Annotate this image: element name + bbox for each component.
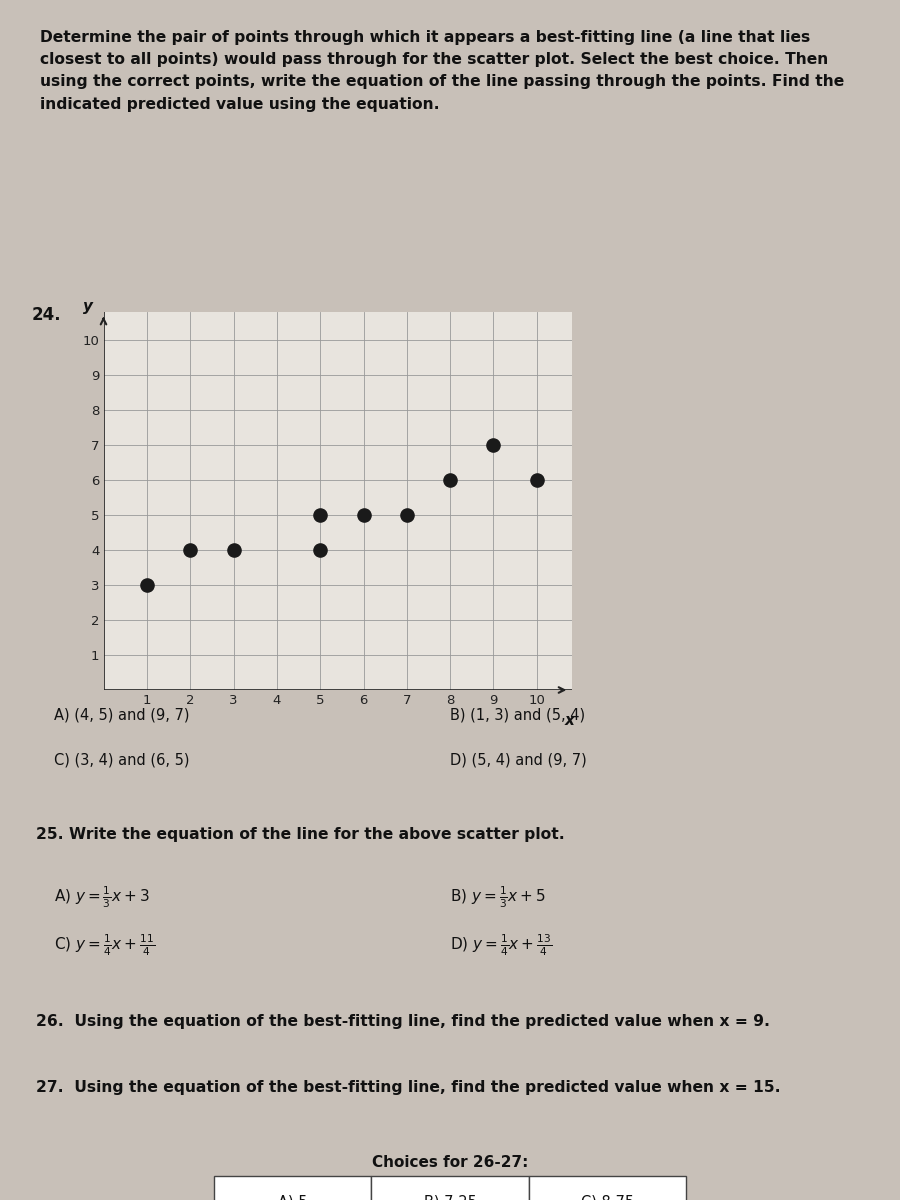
Bar [214,1176,371,1200]
Text: x: x [564,713,574,727]
Point [400,505,414,524]
Point [313,540,328,559]
Text: C) 8.75: C) 8.75 [580,1194,634,1200]
Point [443,470,457,490]
Text: B) 7.25: B) 7.25 [424,1194,476,1200]
Text: y: y [84,299,94,313]
Bar [529,1176,686,1200]
Text: A) 5: A) 5 [278,1194,307,1200]
Point [226,540,240,559]
Bar [372,1176,529,1200]
Point [140,575,154,594]
Point [183,540,197,559]
Text: A) (4, 5) and (9, 7): A) (4, 5) and (9, 7) [54,708,190,722]
Point [486,436,500,455]
Text: B) (1, 3) and (5, 4): B) (1, 3) and (5, 4) [450,708,585,722]
Text: B) $y = \frac{1}{3}x + 5$: B) $y = \frac{1}{3}x + 5$ [450,884,545,910]
Text: 25. Write the equation of the line for the above scatter plot.: 25. Write the equation of the line for t… [36,827,565,842]
Point [529,470,544,490]
Text: C) $y = \frac{1}{4}x + \frac{11}{4}$: C) $y = \frac{1}{4}x + \frac{11}{4}$ [54,932,155,958]
Text: C) (3, 4) and (6, 5): C) (3, 4) and (6, 5) [54,752,190,768]
Text: D) (5, 4) and (9, 7): D) (5, 4) and (9, 7) [450,752,587,768]
Text: Choices for 26-27:: Choices for 26-27: [372,1154,528,1170]
Point [356,505,371,524]
Text: Determine the pair of points through which it appears a best-fitting line (a lin: Determine the pair of points through whi… [40,30,845,112]
Text: 27.  Using the equation of the best-fitting line, find the predicted value when : 27. Using the equation of the best-fitti… [36,1080,780,1096]
Text: D) $y = \frac{1}{4}x + \frac{13}{4}$: D) $y = \frac{1}{4}x + \frac{13}{4}$ [450,932,553,958]
Point [313,505,328,524]
Text: 24.: 24. [32,306,61,324]
Text: 26.  Using the equation of the best-fitting line, find the predicted value when : 26. Using the equation of the best-fitti… [36,1014,770,1030]
Text: A) $y = \frac{1}{3}x + 3$: A) $y = \frac{1}{3}x + 3$ [54,884,150,910]
